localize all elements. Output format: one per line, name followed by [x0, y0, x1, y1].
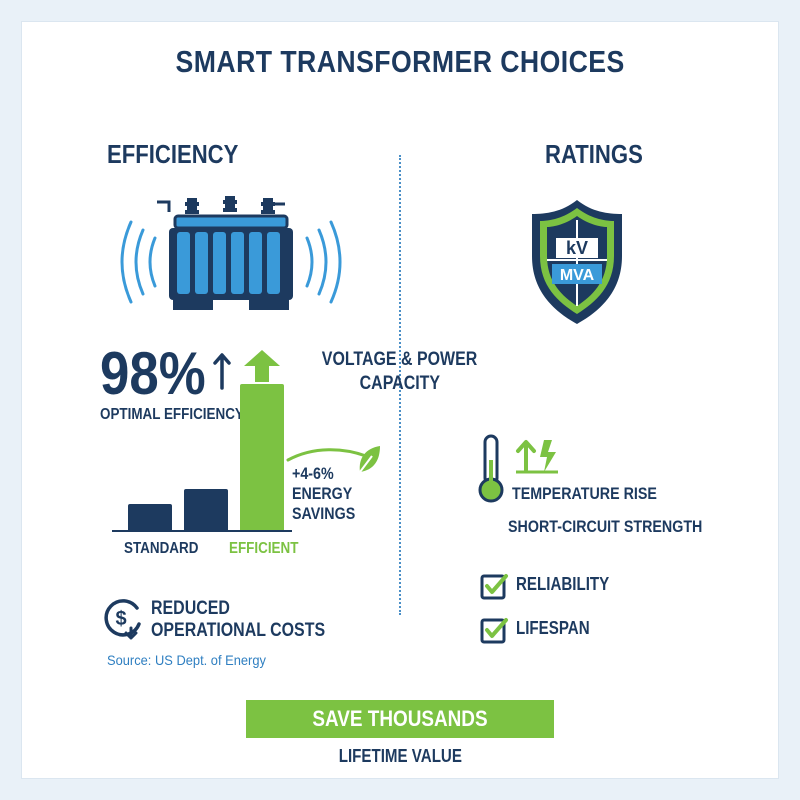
- transformer-icon: [120, 196, 342, 310]
- short-circuit-label: SHORT-CIRCUIT STRENGTH: [508, 517, 703, 536]
- shield-top-text: kV: [566, 238, 588, 258]
- efficiency-heading: EFFICIENCY: [107, 139, 239, 169]
- standard-bar-small: [128, 504, 172, 530]
- column-divider: [399, 155, 401, 615]
- standard-bar-label: STANDARD: [124, 540, 199, 557]
- shield-bottom-text: MVA: [560, 267, 595, 284]
- page-title: SMART TRANSFORMER CHOICES: [175, 44, 625, 79]
- efficient-bar: [240, 384, 284, 530]
- savings-line-1: +4-6%: [292, 464, 334, 483]
- efficiency-percent: 98%: [100, 340, 206, 407]
- shield-icon: kV MVA: [532, 200, 622, 324]
- leaf-icon: [359, 446, 380, 473]
- ratings-heading: RATINGS: [545, 139, 643, 169]
- temperature-rise-label: TEMPERATURE RISE: [512, 484, 657, 503]
- cost-line-1: REDUCED: [151, 598, 230, 619]
- thermometer-icon: [478, 434, 504, 503]
- efficient-bar-label: EFFICIENT: [229, 540, 299, 557]
- savings-line-2: ENERGY: [292, 484, 353, 503]
- savings-line-3: SAVINGS: [292, 504, 356, 523]
- lifespan-label: LIFESPAN: [516, 618, 590, 638]
- capacity-line-1: VOLTAGE & POWER: [322, 349, 478, 370]
- lifetime-value-label: LIFETIME VALUE: [338, 746, 462, 766]
- check-icon: [480, 618, 508, 644]
- reliability-label: RELIABILITY: [516, 574, 610, 594]
- source-note: Source: US Dept. of Energy: [107, 652, 266, 668]
- check-icon: [480, 574, 508, 600]
- temperature-up-icon: [516, 440, 558, 474]
- cost-line-2: OPERATIONAL COSTS: [151, 620, 326, 641]
- dollar-cycle-icon: $: [104, 599, 141, 640]
- svg-text:$: $: [115, 608, 126, 630]
- efficiency-percent-label: OPTIMAL EFFICIENCY: [100, 406, 244, 423]
- arrow-up-icon: [213, 353, 231, 390]
- savings-curve-icon: [286, 448, 368, 462]
- chart-baseline: [112, 530, 292, 532]
- savings-banner: SAVE THOUSANDS ANNUALLY!: [246, 700, 554, 769]
- standard-bar-large: [184, 489, 228, 530]
- green-arrow-up-icon: [244, 350, 280, 382]
- capacity-line-2: CAPACITY: [359, 373, 441, 394]
